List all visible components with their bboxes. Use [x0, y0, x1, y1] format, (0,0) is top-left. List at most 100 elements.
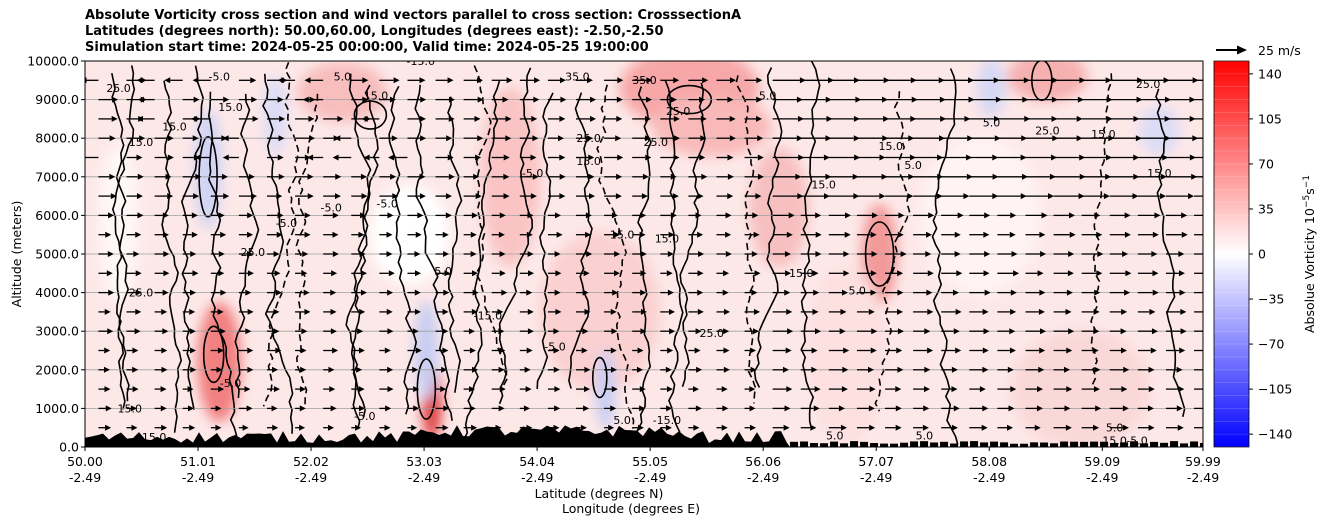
wind-vector-head: [218, 251, 225, 257]
wind-vector-head: [983, 328, 990, 335]
wind-vector-head: [723, 270, 730, 277]
wind-vector-head: [928, 212, 935, 219]
quiver-key: 25 m/s: [1216, 43, 1301, 58]
wind-vector-head: [640, 270, 647, 277]
wind-vector-head: [245, 328, 252, 335]
wind-vector-head: [419, 77, 426, 84]
contour-label: -5.0: [376, 198, 397, 211]
contour-label: 5.0: [916, 429, 934, 442]
wind-vector-head: [695, 328, 702, 335]
wind-vector-head: [307, 193, 314, 200]
x-axis-label-latitude: Latitude (degrees N): [535, 486, 664, 501]
wind-vector-head: [442, 328, 449, 335]
wind-vector-head: [360, 173, 367, 180]
wind-vector-head: [754, 308, 761, 315]
wind-vector-head: [526, 231, 533, 238]
wind-vector-head: [1181, 212, 1188, 219]
terrain-profile: [970, 441, 979, 447]
wind-vector-head: [554, 212, 561, 219]
vorticity-patch: [806, 264, 887, 445]
wind-vector-head: [1009, 231, 1016, 238]
contour-line: [636, 86, 652, 439]
wind-vector-head: [532, 135, 539, 142]
terrain-profile: [1150, 441, 1159, 447]
wind-vector-head: [165, 173, 172, 180]
wind-vector-head: [1093, 328, 1100, 335]
wind-vector-head: [871, 251, 878, 257]
wind-vector-head: [1103, 193, 1110, 200]
terrain-profile: [860, 441, 869, 447]
wind-vector-head: [557, 135, 564, 142]
terrain-profile: [940, 441, 949, 447]
terrain-profile: [1130, 441, 1139, 447]
wind-vector-head: [302, 251, 309, 257]
wind-vector-head: [111, 115, 118, 122]
contour-loop: [353, 100, 388, 130]
wind-vector-head: [927, 270, 934, 277]
wind-vector-head: [897, 328, 904, 335]
wind-vector-head: [1096, 231, 1103, 238]
wind-vector-head: [785, 270, 792, 277]
wind-vector-head: [879, 193, 886, 200]
wind-vector-head: [477, 135, 484, 142]
wind-vector-head: [499, 386, 506, 393]
wind-vector-head: [388, 270, 395, 277]
wind-vector-head: [469, 386, 476, 393]
wind-vector-head: [587, 135, 594, 142]
wind-vector-head: [334, 135, 341, 142]
wind-vector-head: [1207, 251, 1213, 257]
wind-vector-head: [610, 308, 617, 315]
contour-label: 5.0: [904, 159, 922, 172]
wind-vector-head: [554, 386, 561, 393]
wind-vector-head: [359, 308, 366, 315]
wind-vector-head: [443, 405, 450, 412]
wind-vector-head: [787, 328, 794, 335]
wind-vector-head: [392, 193, 399, 200]
contour-loop: [202, 325, 225, 384]
wind-vector-head: [1066, 289, 1073, 296]
wind-vector-head: [106, 270, 113, 277]
wind-vector-head: [670, 212, 677, 219]
wind-vector-head: [668, 308, 675, 315]
y-tick-label: 10000.0: [27, 54, 79, 69]
wind-vector-head: [441, 366, 448, 373]
wind-vector-head: [727, 193, 734, 200]
wind-vector-head: [412, 328, 419, 335]
wind-vector-head: [1152, 270, 1159, 277]
wind-vector-head: [1011, 251, 1018, 257]
wind-vector-head: [470, 231, 477, 238]
wind-vector-head: [304, 308, 311, 315]
wind-vector-head: [475, 154, 482, 161]
wind-vector-head: [1095, 405, 1102, 412]
y-tick-label: 7000.0: [35, 169, 79, 184]
wind-vector-head: [527, 308, 534, 315]
wind-vector-head: [589, 193, 596, 200]
wind-vector-head: [247, 231, 254, 238]
wind-vector-head: [897, 270, 904, 277]
wind-vector-head: [1106, 115, 1113, 122]
wind-vector-head: [499, 251, 506, 257]
terrain-profile: [960, 441, 969, 447]
wind-vector-head: [221, 173, 228, 180]
wind-vector-head: [722, 289, 729, 296]
x-tick-label-lon: -2.49: [408, 470, 440, 485]
wind-vector-head: [588, 154, 595, 161]
colorbar-tick-label: 0: [1258, 247, 1266, 262]
wind-vector-head: [137, 173, 144, 180]
wind-vector-head: [477, 77, 484, 84]
colorbar-tick-label: −140: [1258, 427, 1292, 442]
wind-vector-head: [419, 115, 426, 122]
wind-vector-head: [611, 386, 618, 393]
wind-vector-head: [636, 366, 643, 373]
wind-vector-head: [788, 212, 795, 219]
wind-vector-head: [413, 386, 420, 393]
wind-vector-head: [273, 251, 280, 257]
wind-vector-head: [843, 347, 850, 354]
wind-vector-head: [1120, 347, 1127, 354]
wind-vector-head: [415, 231, 422, 238]
wind-vector-head: [330, 308, 337, 315]
wind-vector-head: [112, 96, 119, 103]
wind-vector-head: [300, 366, 307, 373]
wind-vector-head: [983, 270, 990, 277]
y-tick-label: 4000.0: [35, 285, 79, 300]
